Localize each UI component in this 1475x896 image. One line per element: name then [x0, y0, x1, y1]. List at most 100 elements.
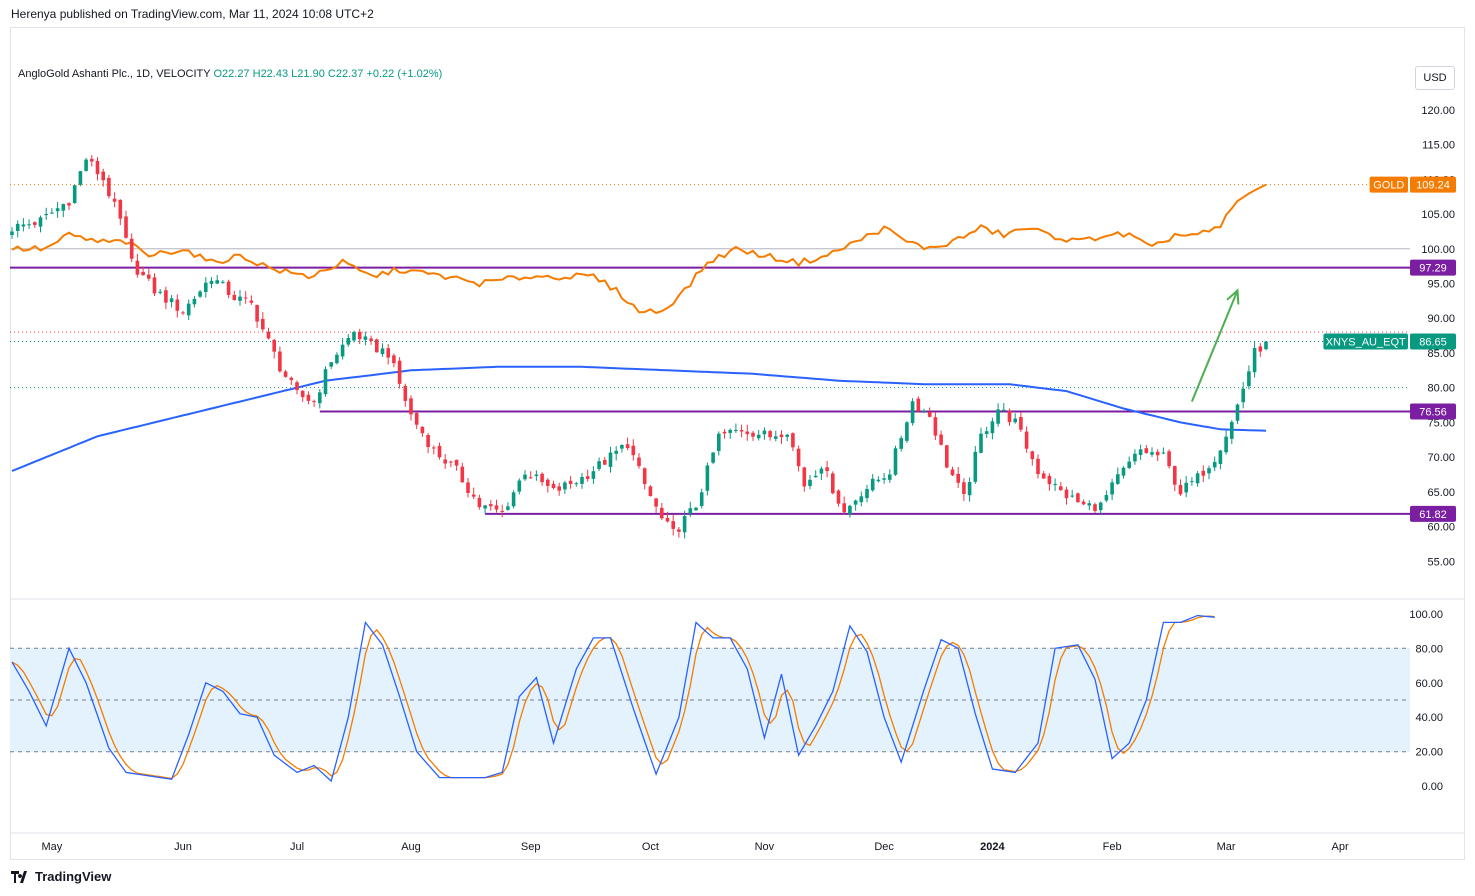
candle	[927, 407, 932, 418]
candle	[831, 471, 835, 495]
candle	[118, 199, 123, 226]
candle	[27, 219, 31, 229]
price-tick-label: 80.00	[1427, 383, 1455, 395]
candle	[1258, 343, 1263, 357]
candle-body	[648, 486, 653, 497]
candle	[984, 426, 989, 438]
candle	[762, 427, 767, 440]
time-tick-label: Dec	[874, 841, 894, 853]
candle-body	[802, 467, 807, 487]
candle	[546, 478, 550, 493]
candle-body	[779, 434, 784, 438]
stoch-tick-label: 0.00	[1422, 781, 1443, 793]
candle	[614, 446, 618, 461]
time-tick-label: Apr	[1332, 841, 1349, 853]
candle	[722, 429, 727, 439]
candle-body	[831, 473, 835, 494]
candle-body	[688, 508, 693, 514]
candle-body	[1190, 481, 1194, 483]
candle	[893, 445, 898, 476]
candle-body	[460, 466, 465, 483]
candle	[141, 266, 145, 276]
candle	[226, 279, 231, 299]
candle	[295, 380, 299, 395]
series-price-tag: 109.24	[1416, 180, 1450, 192]
trend-arrow-line	[1190, 290, 1239, 402]
candle-body	[597, 461, 601, 469]
candle-body	[1087, 503, 1092, 506]
candle-body	[158, 291, 162, 293]
candle-body	[454, 459, 459, 466]
candle	[72, 184, 77, 204]
moving-average-line	[11, 365, 1267, 472]
candle-body	[973, 451, 978, 482]
tradingview-logo-icon	[11, 870, 27, 883]
candle	[591, 466, 596, 484]
candle-body	[261, 318, 265, 330]
candle	[808, 474, 812, 490]
candle-body	[774, 436, 778, 439]
candle	[967, 477, 972, 502]
candle	[585, 469, 590, 482]
candle	[204, 277, 208, 298]
stoch-tick-label: 60.00	[1415, 678, 1443, 690]
candle	[340, 337, 345, 360]
candle	[870, 474, 875, 492]
high-value: H22.43	[252, 68, 289, 80]
price-tick-label: 100.00	[1421, 244, 1455, 256]
candle	[1007, 408, 1012, 426]
candle	[101, 168, 105, 187]
candle	[642, 467, 647, 490]
time-tick-label: Jul	[290, 841, 304, 853]
candle	[152, 273, 157, 297]
candle-body	[859, 496, 864, 503]
candle-body	[500, 510, 504, 512]
publisher-line: Herenya published on TradingView.com, Ma…	[11, 7, 374, 21]
candle	[751, 430, 755, 441]
candle-body	[1110, 482, 1114, 495]
candle-body	[768, 431, 772, 438]
candle-body	[751, 432, 755, 437]
candle	[888, 469, 892, 483]
candle-body	[705, 465, 710, 491]
candle-body	[1252, 348, 1257, 373]
candle	[61, 203, 66, 218]
candle	[637, 453, 641, 469]
candle-body	[420, 426, 425, 434]
candle	[1047, 473, 1052, 491]
candle	[209, 277, 214, 289]
candle	[1252, 341, 1257, 378]
candle-body	[226, 281, 231, 295]
candle-body	[466, 482, 470, 493]
candle-body	[523, 474, 527, 480]
candle-body	[249, 300, 254, 303]
candle	[853, 499, 858, 511]
currency-button[interactable]: USD	[1415, 66, 1455, 90]
stoch-tick-label: 40.00	[1415, 712, 1443, 724]
candle	[380, 343, 385, 357]
candle-body	[1230, 421, 1234, 439]
candle-body	[631, 445, 636, 456]
candle-body	[124, 216, 128, 238]
candle	[825, 460, 829, 478]
candle-body	[129, 238, 134, 259]
candle	[84, 157, 88, 172]
candle-body	[642, 468, 647, 485]
candle	[882, 472, 886, 484]
time-tick-label: 2024	[980, 841, 1005, 853]
candle-body	[90, 158, 94, 162]
candle	[654, 497, 658, 513]
candle-body	[414, 413, 419, 425]
price-tick-label: 120.00	[1421, 105, 1455, 117]
candle-body	[1201, 470, 1206, 476]
candle-body	[660, 507, 664, 519]
candle	[357, 328, 362, 344]
candle-body	[1013, 418, 1017, 423]
candle-body	[369, 338, 373, 341]
candle	[688, 501, 693, 517]
candle	[694, 506, 698, 511]
candle-body	[939, 434, 943, 445]
candle	[1036, 454, 1040, 479]
candle	[859, 491, 864, 507]
